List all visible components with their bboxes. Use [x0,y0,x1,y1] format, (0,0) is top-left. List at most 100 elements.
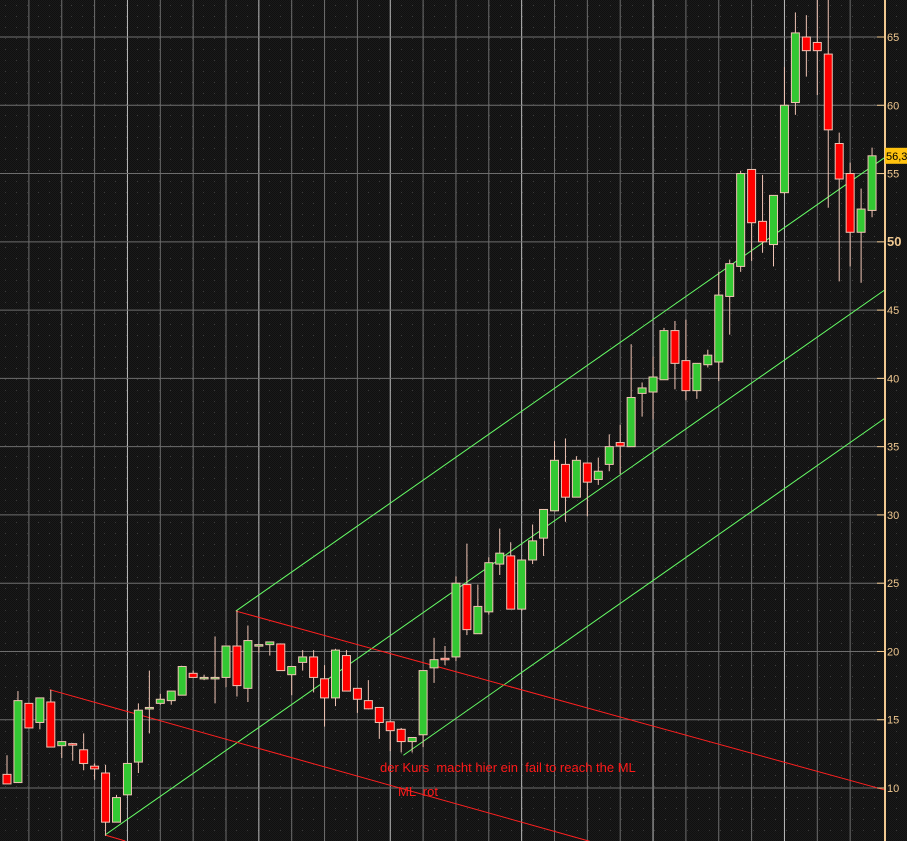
candle-up [451,582,461,658]
candle-up [484,562,494,613]
candle-down [582,462,592,483]
candle-up [210,676,220,680]
candle-up [177,665,187,696]
candle-down [90,765,100,770]
candle-up [769,194,778,246]
candle-down [24,702,34,729]
candle-down [79,749,89,764]
candle-up [528,540,538,561]
candle-down [440,657,450,661]
candle-up [112,797,121,823]
candle-up [35,697,45,723]
candle-down [46,701,56,748]
red-channel-line [235,610,886,791]
candle-up [473,605,483,635]
candle-up [221,645,231,678]
candle-up [692,362,702,392]
green-channel-line [403,417,886,756]
green-channel-line [104,289,886,836]
candle-up [856,208,866,233]
candle-up [254,644,264,647]
candle-down [385,721,395,732]
candle-up [265,641,275,646]
candle-down [320,678,330,699]
candle-up [57,741,67,747]
candle-up [637,387,647,394]
y-tick-label: 65 [887,32,899,44]
candle-up [648,376,658,393]
candle-up [714,294,724,363]
candle-down [68,743,78,746]
y-tick-label: 20 [887,646,899,658]
candle-down [341,655,351,692]
annotation-fail-to-reach: der Kurs macht hier ein fail to reach th… [380,760,636,775]
candle-up [604,446,614,465]
y-tick-label: 25 [887,578,899,590]
y-tick-label: 60 [887,100,899,112]
candle-up [517,559,527,610]
candle-down [834,143,844,180]
candle-down [374,706,384,723]
green-channel-line [235,156,886,612]
candle-down [560,463,570,498]
candle-up [298,656,308,663]
candle-up [287,665,297,676]
candle-up [725,263,735,297]
y-tick-label: 10 [887,783,899,795]
candle-up [122,762,132,796]
last-price-tag [885,147,907,164]
candle-down [188,672,198,678]
y-tick-label: 15 [887,715,899,727]
candle-down [681,360,691,392]
candle-down [670,330,680,364]
candle-up [703,354,713,366]
y-tick-label: 50 [887,234,901,249]
candle-up [626,396,636,448]
candle-up [166,690,176,702]
candle-up [659,330,669,381]
candle-up [144,706,154,710]
candle-down [363,700,373,710]
candle-up [243,640,253,689]
y-tick-label: 55 [887,169,899,181]
candle-up [418,670,428,736]
candle-down [506,555,516,610]
y-tick-label: 45 [887,305,899,317]
candle-up [429,659,439,669]
candle-down [747,168,757,224]
candle-up [867,155,877,211]
candle-up [155,698,165,704]
candle-down [823,53,833,131]
y-tick-label: 30 [887,510,899,522]
candle-down [396,728,406,743]
candle-down [309,656,319,678]
candle-up [133,709,143,763]
candle-up [550,459,559,512]
candle-up [199,676,209,680]
y-tick-label: 40 [887,373,899,385]
candle-up [331,649,340,699]
candle-up [736,173,746,267]
candle-up [539,508,549,539]
candle-down [758,220,768,243]
candle-up [495,552,505,565]
candle-down [232,645,242,687]
candle-up [779,104,789,194]
candle-down [615,442,625,447]
candle-down [812,41,822,52]
candle-down [276,643,286,672]
y-tick-label: 35 [887,442,899,454]
last-price-label: 56,3 [886,151,907,163]
candle-up [407,736,417,743]
candle-down [101,772,111,823]
candle-down [462,584,472,631]
candle-down [801,36,811,52]
candle-up [790,32,800,104]
candle-down [352,687,362,700]
candle-up [593,470,603,480]
candle-down [845,173,855,233]
red-channel-line [104,834,126,841]
candle-down [2,773,12,785]
